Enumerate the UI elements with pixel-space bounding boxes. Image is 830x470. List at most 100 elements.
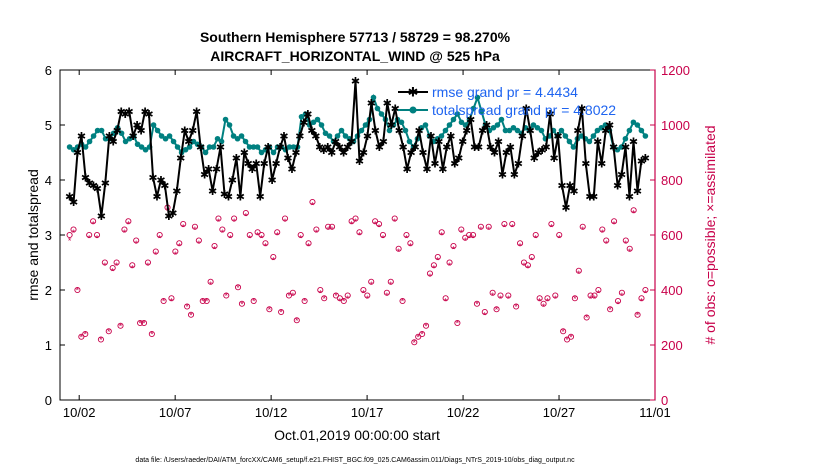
obs-assimilated-point: * xyxy=(636,310,640,320)
rmse-point: ✱ xyxy=(125,106,134,118)
rmse-point: ✱ xyxy=(188,126,197,138)
rmse-point: ✱ xyxy=(244,159,253,171)
totalspread-point xyxy=(602,122,609,128)
y-tick-label-right: 200 xyxy=(661,338,683,353)
totalspread-point xyxy=(154,127,161,134)
totalspread-point xyxy=(90,133,97,139)
rmse-point: ✱ xyxy=(502,148,511,160)
y-tick-label-right: 400 xyxy=(661,283,683,298)
rmse-point: ✱ xyxy=(486,142,495,154)
obs-assimilated-point: * xyxy=(225,291,229,301)
totalspread-point xyxy=(398,119,405,126)
obs-possible-point xyxy=(607,306,614,313)
totalspread-point xyxy=(590,133,597,139)
obs-possible-point xyxy=(383,289,390,296)
obs-possible-point xyxy=(156,231,163,239)
totalspread-point xyxy=(254,144,261,150)
rmse-point: ✱ xyxy=(208,186,217,198)
rmse-point: ✱ xyxy=(93,183,102,195)
obs-assimilated-point: * xyxy=(409,242,413,252)
rmse-point: ✱ xyxy=(387,120,396,132)
totalspread-point xyxy=(530,122,537,128)
obs-assimilated-point: * xyxy=(319,288,323,298)
rmse-point: ✱ xyxy=(283,153,292,165)
obs-possible-point xyxy=(270,253,277,261)
rmse-point: ✱ xyxy=(156,175,165,187)
obs-assimilated-point: * xyxy=(142,319,146,329)
obs-assimilated-point: * xyxy=(616,299,620,309)
rmse-point: ✱ xyxy=(339,148,348,160)
obs-assimilated-point: * xyxy=(499,294,503,304)
obs-possible-point xyxy=(501,220,508,228)
obs-assimilated-point: * xyxy=(416,332,420,342)
obs-assimilated-point: * xyxy=(542,302,546,312)
totalspread-point xyxy=(638,127,645,134)
rmse-point: ✱ xyxy=(395,126,404,138)
obs-possible-point xyxy=(591,292,598,299)
obs-assimilated-point: * xyxy=(291,291,295,301)
obs-assimilated-point: * xyxy=(315,228,319,238)
obs-possible-point xyxy=(599,226,606,233)
obs-possible-point xyxy=(544,295,551,302)
rmse-point: ✱ xyxy=(458,137,467,149)
obs-assimilated-point: * xyxy=(604,239,608,249)
rmse-point: ✱ xyxy=(319,145,328,157)
obs-assimilated-point: * xyxy=(467,233,471,243)
rmse-point: ✱ xyxy=(629,137,638,149)
obs-possible-point xyxy=(258,231,265,239)
obs-assimilated-point: * xyxy=(150,330,154,340)
obs-possible-point xyxy=(148,330,155,338)
obs-assimilated-point: * xyxy=(456,319,460,329)
obs-assimilated-point: * xyxy=(601,228,605,238)
totalspread-point xyxy=(642,133,649,139)
obs-possible-point xyxy=(532,231,539,239)
y-tick-label-left: 3 xyxy=(45,228,52,243)
obs-possible-point xyxy=(133,237,140,244)
rmse-point: ✱ xyxy=(335,142,344,154)
rmse-point: ✱ xyxy=(311,131,320,143)
obs-assimilated-point: * xyxy=(260,233,264,243)
x-tick-label: 10/07 xyxy=(159,405,192,420)
obs-assimilated-point: * xyxy=(322,294,326,304)
totalspread-point xyxy=(102,135,109,142)
obs-possible-point xyxy=(321,295,328,302)
obs-possible-point xyxy=(328,223,336,230)
obs-possible-point xyxy=(618,289,625,296)
rmse-point: ✱ xyxy=(407,148,416,160)
obs-assimilated-point: * xyxy=(244,211,248,221)
rmse-point: ✱ xyxy=(109,137,118,149)
rmse-point: ✱ xyxy=(65,192,74,204)
obs-possible-point xyxy=(238,300,245,307)
totalspread-point xyxy=(258,149,265,156)
rmse-point: ✱ xyxy=(538,145,547,157)
obs-assimilated-point: * xyxy=(518,242,522,252)
rmse-point: ✱ xyxy=(549,153,558,165)
obs-possible-point xyxy=(473,300,481,307)
obs-assimilated-point: * xyxy=(460,228,464,238)
obs-possible-point xyxy=(430,262,437,269)
rmse-point: ✱ xyxy=(327,148,336,160)
obs-assimilated-point: * xyxy=(84,330,88,340)
rmse-point: ✱ xyxy=(375,142,384,154)
obs-possible-point xyxy=(611,218,618,225)
rmse-point: ✱ xyxy=(224,192,233,204)
obs-assimilated-point: * xyxy=(632,209,636,219)
obs-assimilated-point: * xyxy=(444,297,448,307)
obs-possible-point xyxy=(485,223,492,230)
obs-possible-point xyxy=(505,292,512,299)
rmse-point: ✱ xyxy=(633,186,642,198)
obs-possible-point xyxy=(583,314,590,321)
totalspread-point xyxy=(270,149,277,156)
obs-possible-point xyxy=(223,292,230,299)
totalspread-point xyxy=(474,94,481,101)
obs-possible-point xyxy=(614,297,622,305)
obs-assimilated-point: * xyxy=(193,225,197,235)
obs-possible-point xyxy=(536,295,543,302)
rmse-point: ✱ xyxy=(268,175,277,187)
totalspread-point xyxy=(206,144,213,150)
obs-assimilated-point: * xyxy=(644,288,648,298)
obs-possible-point xyxy=(121,226,128,233)
obs-assimilated-point: * xyxy=(428,272,432,282)
legend-rmse-label: rmse grand pr = 4.4434 xyxy=(432,84,578,100)
obs-possible-point xyxy=(426,270,434,277)
